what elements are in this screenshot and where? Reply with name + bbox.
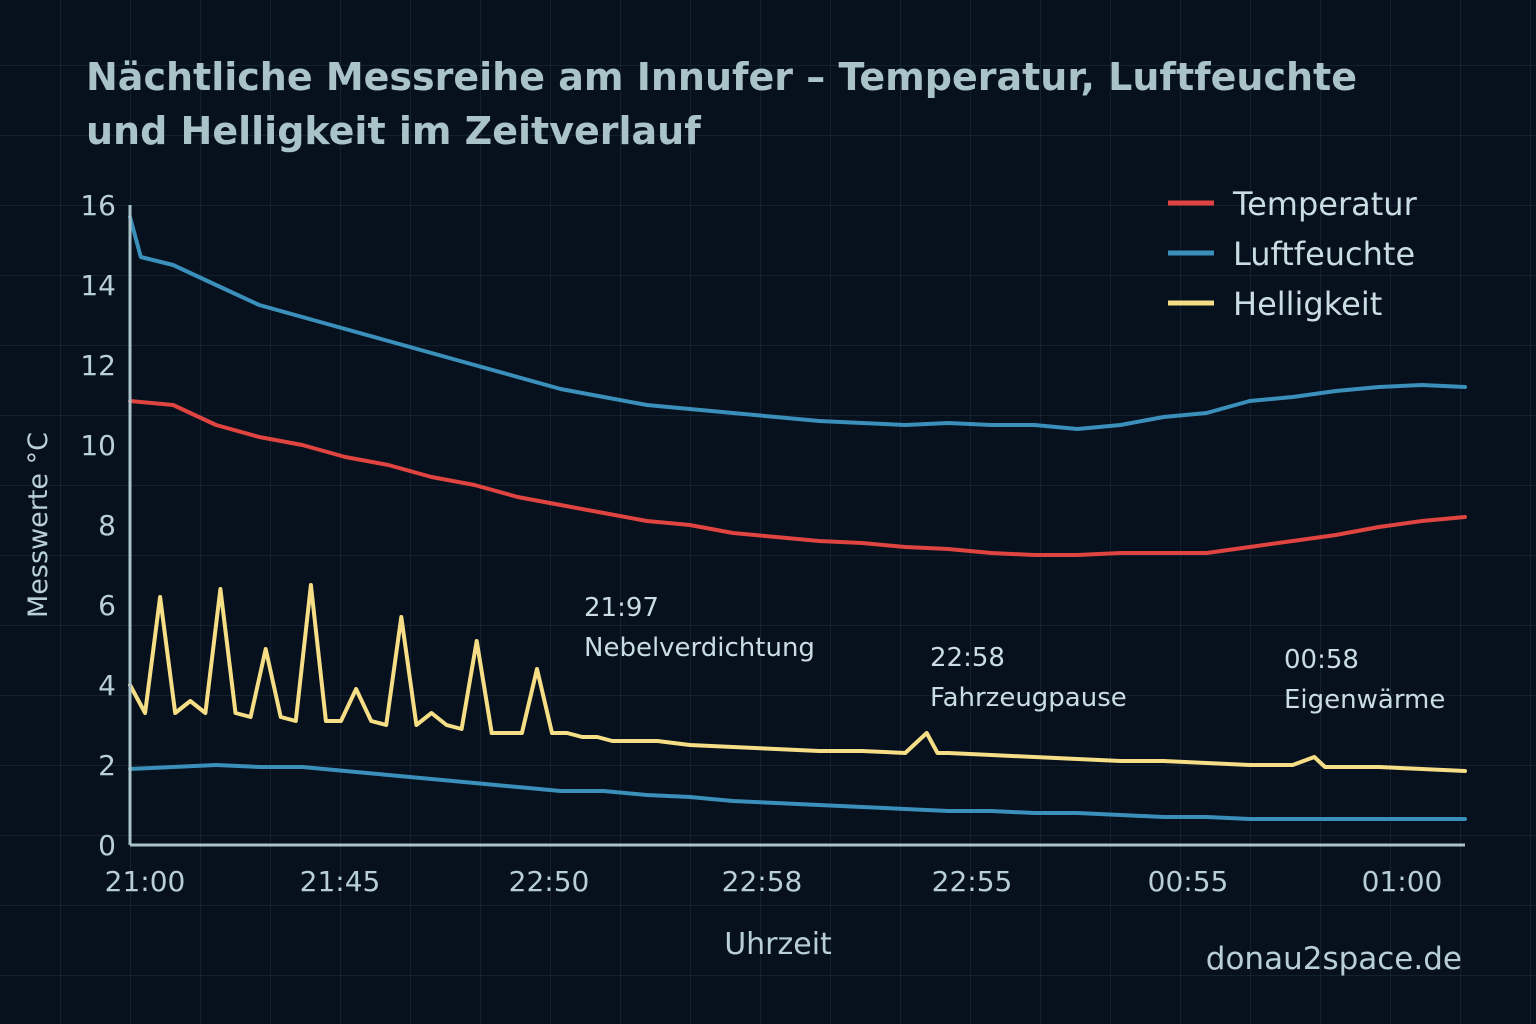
y-tick-label: 8: [98, 509, 116, 542]
x-tick-label: 22:58: [722, 865, 803, 898]
y-axis-ticks: 0 2 4 6 8 10 12 14 16: [80, 189, 116, 862]
x-tick-label: 22:55: [932, 865, 1013, 898]
chart-title: Nächtliche Messreihe am Innufer – Temper…: [86, 50, 1386, 158]
annotation-text: Eigenwärme: [1284, 685, 1445, 715]
series-line-helligkeit: [128, 583, 1467, 773]
series-line-luftfeuchte: [128, 215, 1467, 431]
annotation-eigenwaerme: 00:58 Eigenwärme: [1284, 645, 1445, 715]
x-tick-label: 21:45: [300, 865, 381, 898]
annotation-time: 21:97: [584, 593, 659, 623]
legend-label-helligkeit: Helligkeit: [1233, 285, 1382, 323]
y-axis-label: Messwerte °C: [23, 432, 54, 618]
chart-title-line-1: Nächtliche Messreihe am Innufer – Temper…: [86, 55, 1357, 99]
y-tick-label: 4: [98, 669, 116, 702]
legend-label-luftfeuchte: Luftfeuchte: [1233, 235, 1415, 273]
legend: Temperatur Luftfeuchte Helligkeit: [1168, 185, 1418, 323]
y-tick-label: 12: [80, 349, 116, 382]
y-tick-label: 6: [98, 589, 116, 622]
y-tick-label: 16: [80, 189, 116, 222]
legend-item-temperatur[interactable]: Temperatur: [1168, 185, 1418, 223]
legend-item-luftfeuchte[interactable]: Luftfeuchte: [1168, 235, 1415, 273]
chart-title-line-2: und Helligkeit im Zeitverlauf: [86, 109, 701, 153]
x-tick-label: 00:55: [1148, 865, 1229, 898]
x-tick-label: 22:50: [509, 865, 590, 898]
x-tick-label: 01:00: [1362, 865, 1443, 898]
series-lines: [128, 215, 1467, 821]
annotation-text: Nebelverdichtung: [584, 633, 815, 663]
annotation-nebelverdichtung: 21:97 Nebelverdichtung: [584, 593, 815, 663]
x-tick-label: 21:00: [105, 865, 186, 898]
legend-item-helligkeit[interactable]: Helligkeit: [1168, 285, 1382, 323]
annotation-time: 00:58: [1284, 645, 1359, 675]
y-tick-label: 14: [80, 269, 116, 302]
legend-label-temperatur: Temperatur: [1232, 185, 1418, 223]
x-axis-ticks: 21:00 21:45 22:50 22:58 22:55 00:55 01:00: [105, 865, 1443, 898]
y-tick-label: 0: [98, 829, 116, 862]
annotation-time: 22:58: [930, 643, 1005, 673]
annotation-fahrzeugpause: 22:58 Fahrzeugpause: [930, 643, 1127, 713]
annotation-text: Fahrzeugpause: [930, 683, 1127, 713]
series-line-luftfeuchte-unten: [128, 763, 1467, 821]
y-tick-label: 2: [98, 749, 116, 782]
x-axis-label: Uhrzeit: [724, 927, 832, 962]
series-line-temperatur: [128, 399, 1467, 557]
source-label: donau2space.de: [1206, 941, 1462, 977]
y-tick-label: 10: [80, 429, 116, 462]
